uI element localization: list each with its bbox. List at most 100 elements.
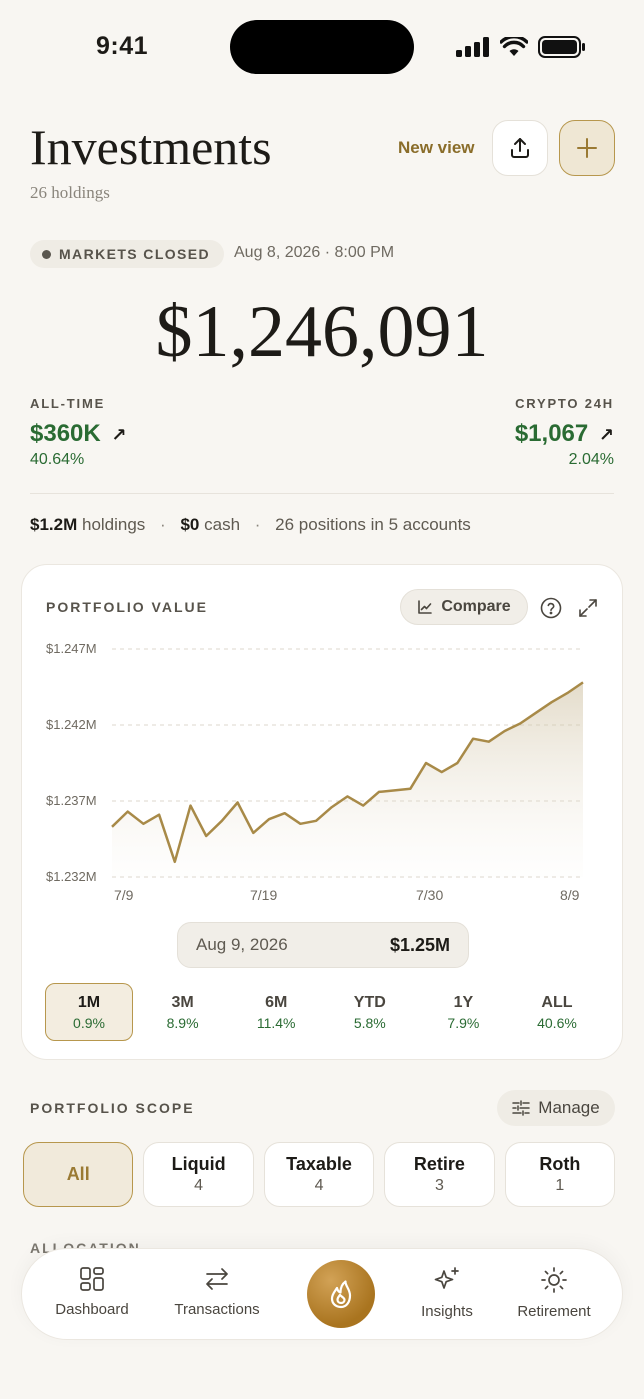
range-label: ALL [541, 993, 573, 1011]
holdings-amount: $1.2M [30, 515, 78, 534]
x-tick-label: 7/19 [250, 887, 278, 903]
separator: · [254, 515, 261, 534]
arrow-up-right-icon: ↗ [111, 425, 127, 445]
x-tick-label: 7/30 [416, 887, 444, 903]
status-icons [456, 36, 586, 58]
grid-icon [80, 1267, 104, 1291]
card-title: PORTFOLIO VALUE [46, 599, 208, 615]
dynamic-island [230, 20, 414, 74]
scope-chip-count: 1 [555, 1177, 565, 1194]
plus-icon [577, 138, 597, 158]
add-button[interactable] [559, 120, 615, 176]
status-time: 9:41 [96, 32, 149, 60]
battery-icon [538, 36, 585, 58]
tab-label: Dashboard [55, 1301, 129, 1318]
range-pct: 5.8% [353, 1014, 386, 1031]
portfolio-chart[interactable] [22, 565, 624, 905]
chart-area [112, 682, 583, 877]
range-label: 6M [265, 993, 288, 1011]
y-tick-label: $1.237M [46, 793, 97, 808]
tab-label: Transactions [174, 1301, 260, 1318]
share-icon [511, 138, 529, 158]
chart-series-line [111, 681, 584, 864]
market-datetime: Aug 8, 2026 · 8:00 PM [234, 244, 395, 261]
help-icon[interactable] [540, 597, 562, 619]
range-selector: 1M 0.9% 3M 8.9% 6M 11.4% YTD 5.8% 1Y 7.9… [45, 983, 601, 1041]
crypto-pct: 2.04% [568, 451, 614, 468]
manage-button[interactable]: Manage [497, 1090, 615, 1126]
separator: · [160, 515, 166, 534]
tab-transactions[interactable]: Transactions [162, 1265, 272, 1318]
range-pct: 7.9% [447, 1014, 480, 1031]
range-1y[interactable]: 1Y 7.9% [419, 983, 507, 1041]
range-ytd[interactable]: YTD 5.8% [326, 983, 414, 1041]
scope-chip-roth[interactable]: Roth 1 [504, 1142, 616, 1207]
range-3m[interactable]: 3M 8.9% [139, 983, 227, 1041]
new-view-button[interactable]: New view [398, 138, 475, 157]
chart-icon [418, 600, 433, 614]
range-label: 1Y [453, 993, 474, 1011]
tab-label: Insights [421, 1303, 473, 1320]
arrows-swap-icon [206, 1268, 228, 1290]
scope-chip-count: 4 [314, 1177, 324, 1194]
center-action-button[interactable] [307, 1260, 375, 1328]
status-dot [42, 249, 51, 259]
all-time-label: ALL-TIME [30, 396, 106, 411]
compare-label: Compare [441, 598, 511, 615]
market-status-text: MARKETS CLOSED [59, 246, 211, 262]
scope-chip-name: Taxable [286, 1154, 352, 1174]
y-tick-label: $1.242M [46, 717, 97, 732]
range-label: YTD [353, 993, 386, 1011]
scope-chips: All Liquid 4 Taxable 4 Retire 3 Roth 1 [23, 1142, 616, 1207]
sun-icon [541, 1267, 567, 1293]
flame-icon [330, 1280, 352, 1309]
all-time-pct: 40.64% [30, 451, 85, 468]
scope-title: PORTFOLIO SCOPE [30, 1100, 195, 1116]
crypto-value: $1,067 ↗ [515, 420, 614, 448]
scope-chip-name: Liquid [171, 1154, 226, 1174]
tab-dashboard[interactable]: Dashboard [37, 1265, 147, 1318]
scope-chip-liquid[interactable]: Liquid 4 [143, 1142, 254, 1207]
scope-chip-count: 4 [194, 1177, 204, 1194]
scope-chip-name: Retire [413, 1154, 465, 1174]
range-pct: 40.6% [537, 1014, 577, 1031]
sliders-icon [512, 1100, 531, 1116]
tooltip-value: $1.25M [389, 934, 450, 955]
sparkles-icon [434, 1267, 459, 1289]
scope-chip-name: Roth [539, 1154, 581, 1174]
tab-bar: Dashboard Transactions Insights Retireme… [21, 1248, 623, 1340]
manage-label: Manage [538, 1098, 600, 1117]
holdings-summary: $1.2M holdings · $0 cash · 26 positions … [30, 515, 471, 535]
tab-label: Retirement [517, 1303, 591, 1320]
share-button[interactable] [492, 120, 548, 176]
divider [30, 493, 614, 494]
range-6m[interactable]: 6M 11.4% [232, 983, 320, 1041]
signal-icon [456, 37, 489, 57]
compare-button[interactable]: Compare [400, 589, 528, 625]
total-value: $1,246,091 [155, 291, 489, 373]
range-pct: 0.9% [73, 1014, 105, 1031]
scope-chip-all[interactable]: All [23, 1142, 134, 1207]
x-tick-label: 8/9 [560, 887, 580, 903]
scope-chip-taxable[interactable]: Taxable 4 [263, 1142, 375, 1207]
cash-label: cash [204, 515, 241, 534]
scope-chip-count: 3 [434, 1177, 444, 1194]
expand-icon[interactable] [577, 597, 599, 619]
range-pct: 8.9% [166, 1014, 199, 1031]
scope-chip-retire[interactable]: Retire 3 [384, 1142, 495, 1207]
tab-retirement[interactable]: Retirement [499, 1265, 609, 1320]
chart-tooltip: Aug 9, 2026 $1.25M [177, 922, 469, 968]
y-tick-label: $1.232M [46, 869, 97, 884]
cash-amount: $0 [180, 515, 200, 534]
portfolio-value-card: PORTFOLIO VALUE Compare $1.247M $1.242M … [21, 564, 623, 1060]
y-tick-label: $1.247M [46, 641, 97, 656]
tab-insights[interactable]: Insights [392, 1265, 502, 1320]
page-title: Investments [30, 119, 272, 175]
scope-chip-name: All [66, 1164, 90, 1184]
range-1m[interactable]: 1M 0.9% [45, 983, 133, 1041]
x-tick-label: 7/9 [114, 887, 134, 903]
market-status-badge: MARKETS CLOSED [30, 240, 225, 268]
range-label: 1M [77, 993, 101, 1011]
range-pct: 11.4% [256, 1014, 296, 1031]
range-all[interactable]: ALL 40.6% [513, 983, 601, 1041]
